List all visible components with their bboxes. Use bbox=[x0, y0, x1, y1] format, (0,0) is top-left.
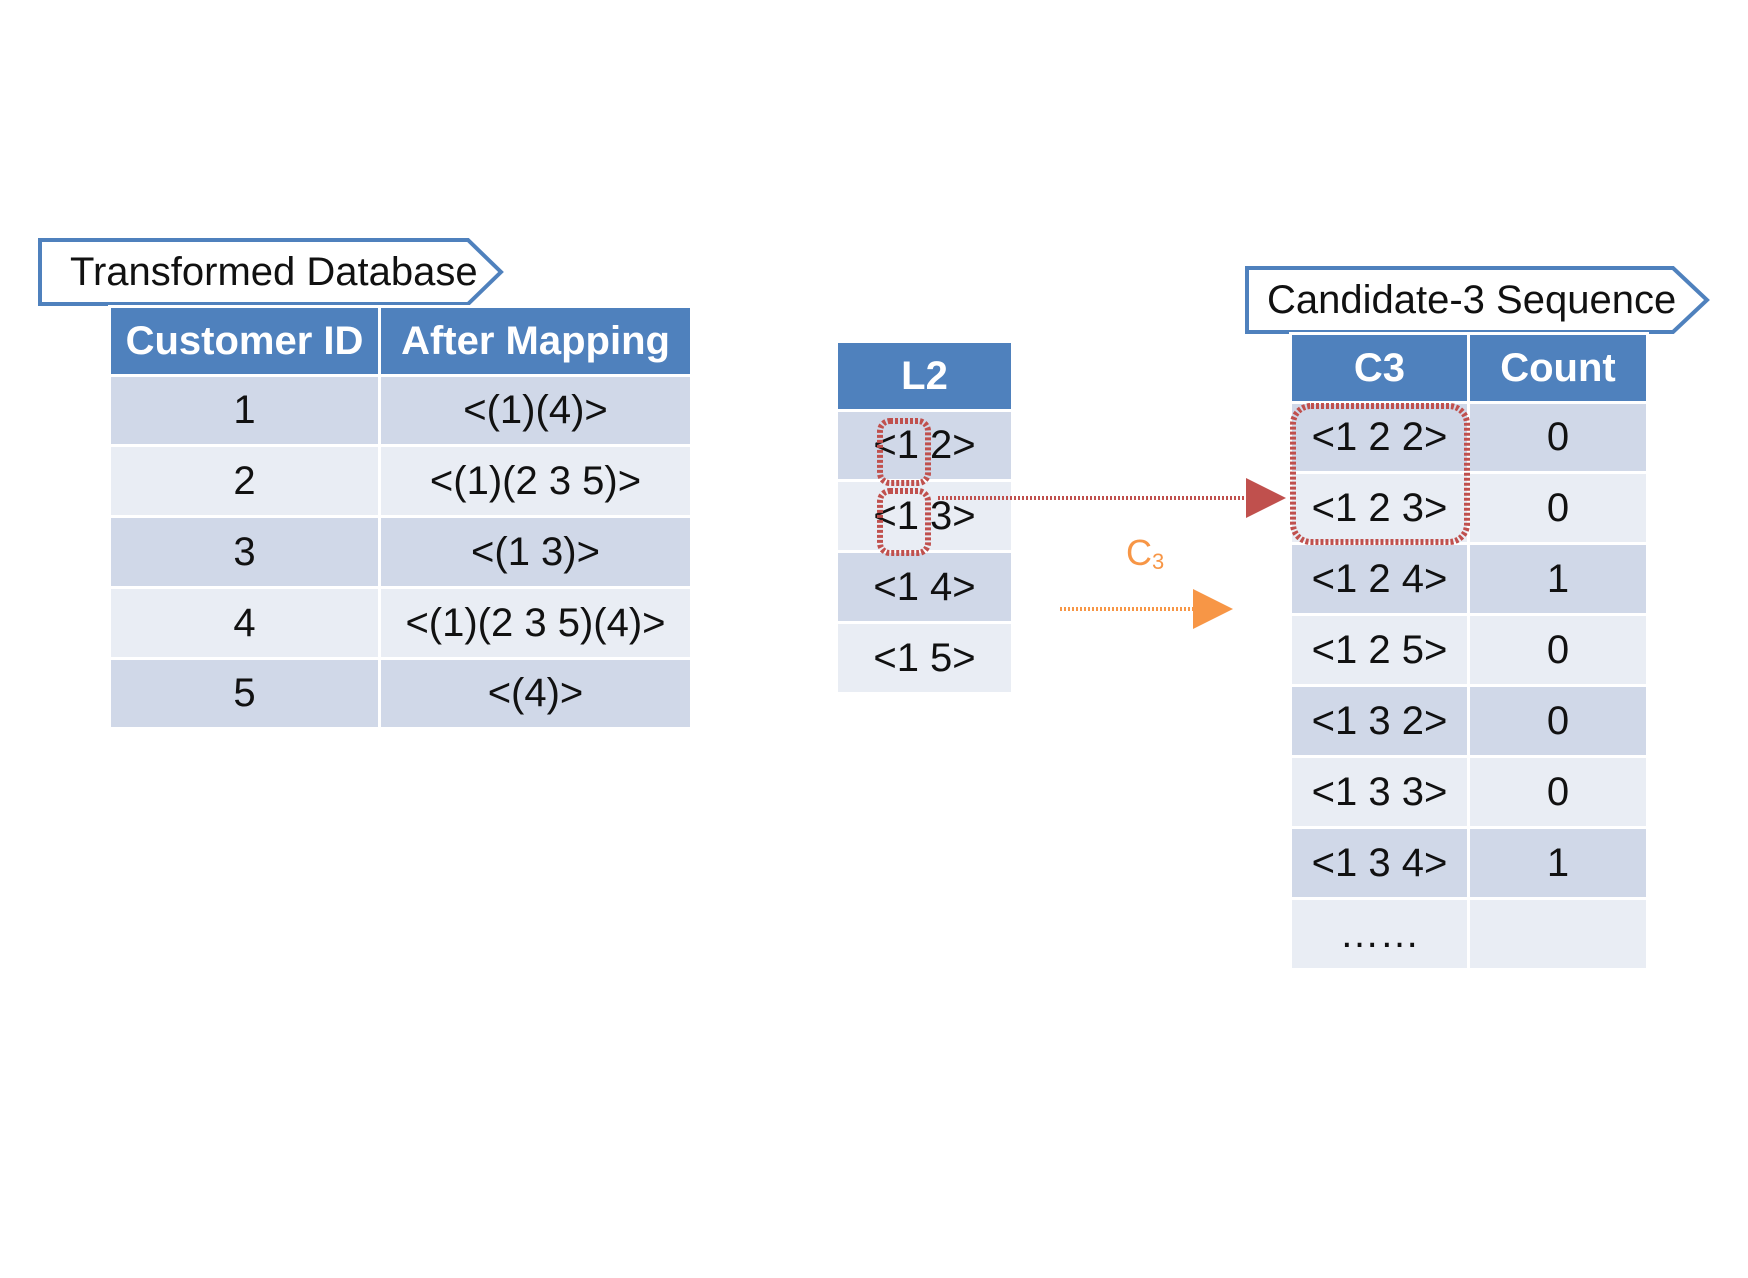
c3-sequence-cell: <1 2 3> bbox=[1292, 474, 1467, 542]
table-row: 1 <(1)(4)> bbox=[111, 377, 690, 444]
tag-pentagon-shape bbox=[38, 238, 504, 306]
table-row: 5 <(4)> bbox=[111, 660, 690, 727]
table-row: <1 3 2> 0 bbox=[1292, 687, 1646, 755]
count-cell: 1 bbox=[1470, 545, 1646, 613]
after-mapping-cell: <(1)(4)> bbox=[381, 377, 690, 444]
table-row: 3 <(1 3)> bbox=[111, 518, 690, 586]
c3-sequence-cell: <1 3 4> bbox=[1292, 829, 1467, 897]
table-row: <1 2> bbox=[838, 412, 1011, 479]
table-row: <1 3> bbox=[838, 482, 1011, 550]
table-row: <1 2 3> 0 bbox=[1292, 474, 1646, 542]
count-cell: 0 bbox=[1470, 616, 1646, 684]
table-row: …… bbox=[1292, 900, 1646, 968]
table-row: <1 2 4> 1 bbox=[1292, 545, 1646, 613]
candidate-3-sequence-title: Candidate-3 Sequence bbox=[1267, 277, 1677, 322]
tag-pentagon-shape bbox=[1245, 266, 1710, 334]
table-row: 2 <(1)(2 3 5)> bbox=[111, 447, 690, 515]
transformed-database-title: Transformed Database bbox=[70, 249, 478, 294]
l2-cell: <1 4> bbox=[838, 553, 1011, 621]
count-cell bbox=[1470, 900, 1646, 968]
header-count: Count bbox=[1470, 335, 1646, 401]
table-row: <1 3 3> 0 bbox=[1292, 758, 1646, 826]
after-mapping-cell: <(1)(2 3 5)(4)> bbox=[381, 589, 690, 657]
after-mapping-cell: <(1)(2 3 5)> bbox=[381, 447, 690, 515]
customer-id-cell: 1 bbox=[111, 377, 378, 444]
table-row: <1 3 4> 1 bbox=[1292, 829, 1646, 897]
transformed-database-tag: Transformed Database bbox=[38, 238, 504, 306]
table-row: <1 2 5> 0 bbox=[1292, 616, 1646, 684]
c3-sequence-cell: <1 2 2> bbox=[1292, 404, 1467, 471]
count-cell: 0 bbox=[1470, 474, 1646, 542]
count-cell: 0 bbox=[1470, 404, 1646, 471]
after-mapping-cell: <(1 3)> bbox=[381, 518, 690, 586]
c3-sequence-cell: <1 2 5> bbox=[1292, 616, 1467, 684]
l2-table: L2 <1 2> <1 3> <1 4> <1 5> bbox=[835, 340, 1014, 695]
l2-cell: <1 5> bbox=[838, 624, 1011, 692]
after-mapping-cell: <(4)> bbox=[381, 660, 690, 727]
c3-label-subscript: 3 bbox=[1152, 549, 1165, 574]
c3-sequence-cell: <1 2 4> bbox=[1292, 545, 1467, 613]
c3-label-main: C bbox=[1126, 532, 1152, 573]
l2-cell: <1 3> bbox=[838, 482, 1011, 550]
header-after-mapping: After Mapping bbox=[381, 308, 690, 374]
c3-sequence-cell: <1 3 3> bbox=[1292, 758, 1467, 826]
count-cell: 0 bbox=[1470, 687, 1646, 755]
customer-id-cell: 4 bbox=[111, 589, 378, 657]
candidate-3-sequence-tag: Candidate-3 Sequence bbox=[1245, 266, 1710, 334]
customer-id-cell: 3 bbox=[111, 518, 378, 586]
table-row: 4 <(1)(2 3 5)(4)> bbox=[111, 589, 690, 657]
c3-arrow-label: C3 bbox=[1126, 532, 1164, 575]
header-c3: C3 bbox=[1292, 335, 1467, 401]
c3-sequence-cell: …… bbox=[1292, 900, 1467, 968]
l2-cell: <1 2> bbox=[838, 412, 1011, 479]
c3-table: C3 Count <1 2 2> 0 <1 2 3> 0 <1 2 4> 1 <… bbox=[1289, 332, 1649, 971]
table-row: <1 5> bbox=[838, 624, 1011, 692]
transformed-database-table: Customer ID After Mapping 1 <(1)(4)> 2 <… bbox=[108, 305, 693, 730]
header-l2: L2 bbox=[838, 343, 1011, 409]
customer-id-cell: 2 bbox=[111, 447, 378, 515]
count-cell: 0 bbox=[1470, 758, 1646, 826]
c3-sequence-cell: <1 3 2> bbox=[1292, 687, 1467, 755]
customer-id-cell: 5 bbox=[111, 660, 378, 727]
table-row: <1 2 2> 0 bbox=[1292, 404, 1646, 471]
header-customer-id: Customer ID bbox=[111, 308, 378, 374]
table-row: <1 4> bbox=[838, 553, 1011, 621]
count-cell: 1 bbox=[1470, 829, 1646, 897]
